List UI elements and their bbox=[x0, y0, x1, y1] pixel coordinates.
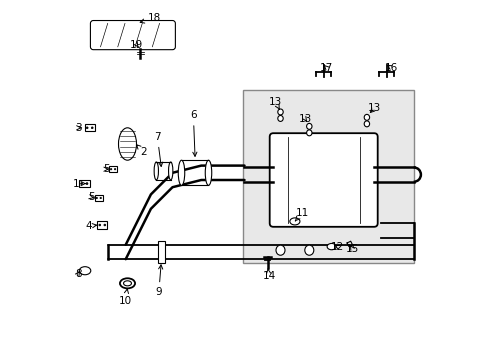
Ellipse shape bbox=[104, 224, 105, 226]
Ellipse shape bbox=[118, 128, 136, 160]
Text: 5: 5 bbox=[103, 164, 110, 174]
Ellipse shape bbox=[96, 197, 97, 199]
Text: 12: 12 bbox=[330, 242, 343, 252]
Ellipse shape bbox=[114, 168, 116, 170]
Ellipse shape bbox=[110, 168, 112, 170]
Ellipse shape bbox=[79, 267, 91, 275]
Text: 16: 16 bbox=[384, 63, 397, 73]
Bar bbox=[97, 221, 107, 229]
Text: 7: 7 bbox=[154, 132, 163, 166]
Ellipse shape bbox=[277, 116, 283, 121]
Text: 13: 13 bbox=[268, 96, 281, 109]
Bar bbox=[109, 166, 117, 172]
Ellipse shape bbox=[304, 245, 313, 255]
Ellipse shape bbox=[168, 162, 172, 180]
Text: 18: 18 bbox=[140, 13, 161, 23]
FancyBboxPatch shape bbox=[90, 21, 175, 50]
Ellipse shape bbox=[306, 123, 311, 129]
Ellipse shape bbox=[364, 114, 369, 120]
Text: 14: 14 bbox=[262, 269, 275, 282]
Text: 10: 10 bbox=[118, 289, 131, 306]
Ellipse shape bbox=[120, 278, 135, 288]
Ellipse shape bbox=[100, 197, 101, 199]
Text: 3: 3 bbox=[76, 123, 82, 133]
Bar bbox=[242, 90, 413, 263]
Text: 4: 4 bbox=[85, 221, 96, 231]
Ellipse shape bbox=[123, 281, 131, 286]
Ellipse shape bbox=[86, 127, 88, 129]
Ellipse shape bbox=[154, 162, 158, 180]
Ellipse shape bbox=[178, 160, 184, 185]
Bar bbox=[84, 124, 95, 131]
Ellipse shape bbox=[306, 130, 311, 136]
Text: 17: 17 bbox=[319, 63, 332, 73]
Text: 9: 9 bbox=[155, 265, 163, 297]
Text: 5: 5 bbox=[88, 192, 95, 202]
Ellipse shape bbox=[205, 160, 211, 185]
Ellipse shape bbox=[326, 243, 335, 250]
Text: 19: 19 bbox=[130, 40, 143, 50]
Ellipse shape bbox=[91, 127, 93, 129]
Text: 15: 15 bbox=[345, 244, 358, 254]
Ellipse shape bbox=[275, 245, 285, 255]
Text: 8: 8 bbox=[75, 269, 81, 279]
Bar bbox=[95, 195, 102, 201]
Text: 6: 6 bbox=[190, 110, 197, 156]
Text: 1: 1 bbox=[73, 179, 85, 189]
Bar bbox=[79, 180, 89, 188]
Ellipse shape bbox=[277, 109, 283, 115]
FancyBboxPatch shape bbox=[269, 133, 377, 227]
Text: 13: 13 bbox=[367, 103, 381, 113]
Text: 11: 11 bbox=[295, 208, 308, 221]
Ellipse shape bbox=[289, 218, 299, 225]
Ellipse shape bbox=[81, 183, 82, 185]
Ellipse shape bbox=[86, 183, 88, 185]
Text: 2: 2 bbox=[136, 145, 147, 157]
Ellipse shape bbox=[99, 224, 101, 226]
Bar bbox=[158, 241, 164, 263]
Ellipse shape bbox=[364, 121, 369, 127]
Text: 13: 13 bbox=[298, 114, 311, 124]
